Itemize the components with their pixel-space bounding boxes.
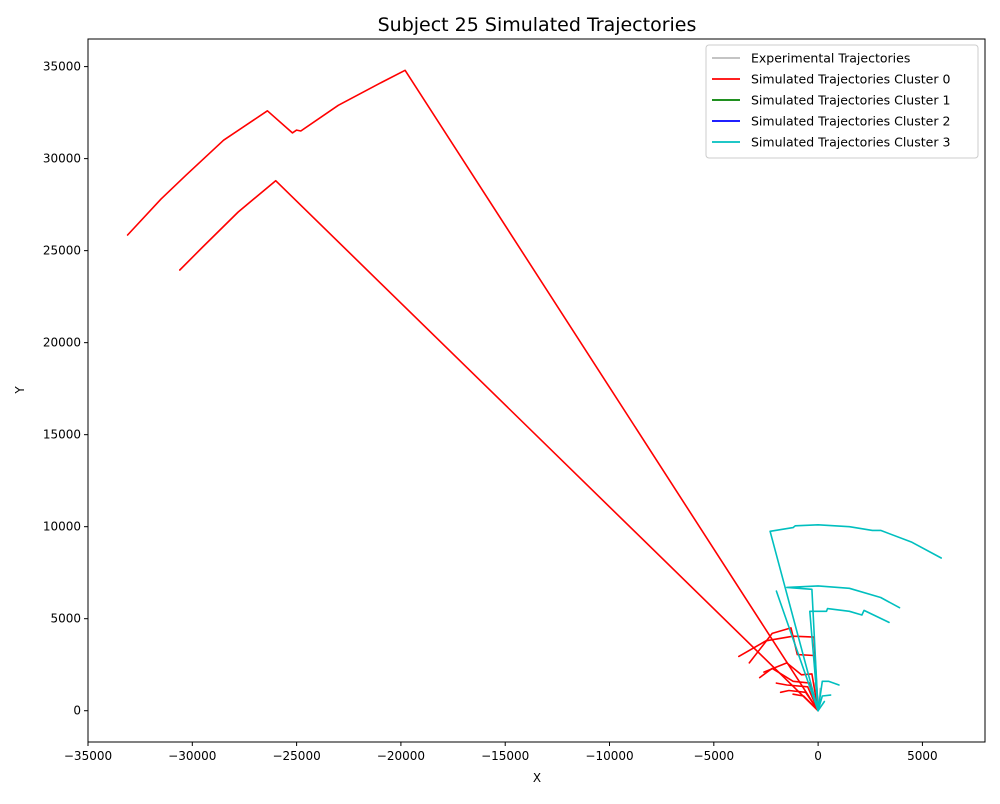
series-1-line-0 [126,69,819,712]
x-tick-label: −15000 [481,749,529,763]
y-tick-label: 0 [73,704,81,718]
series-4-line-2 [775,590,819,712]
y-tick-label: 25000 [43,244,81,258]
y-tick-label: 30000 [43,152,81,166]
x-tick-label: −5000 [694,749,735,763]
chart-title: Subject 25 Simulated Trajectories [378,14,697,36]
x-axis-label: X [533,771,541,785]
y-tick-label: 5000 [50,612,81,626]
x-tick-label: −35000 [64,749,112,763]
series-1-line-1 [179,179,819,712]
series-4-line-1 [785,585,901,712]
x-tick-label: −30000 [168,749,216,763]
series-4-line-3 [808,607,890,712]
series-1-line-7 [779,689,819,712]
plot-frame [87,38,986,743]
series-1-line-4 [763,662,819,712]
legend-label-3: Simulated Trajectories Cluster 2 [751,114,950,129]
series-4-line-5 [817,694,832,712]
series-4-line-0 [769,523,943,712]
legend-label-2: Simulated Trajectories Cluster 1 [751,93,950,108]
legend-label-4: Simulated Trajectories Cluster 3 [751,135,950,150]
y-tick-label: 35000 [43,60,81,74]
y-tick-label: 20000 [43,336,81,350]
x-tick-label: 5000 [907,749,938,763]
y-tick-label: 10000 [43,520,81,534]
axes: −35000 −30000 −25000 −20000 −15000 −10000 −500… [43,38,986,763]
series-4-line-6 [817,700,826,712]
legend-label-0: Experimental Trajectories [751,51,910,66]
series-1-line-8 [792,693,819,712]
legend-box [705,44,979,159]
x-tick-label: −20000 [377,749,425,763]
series-1-line-6 [775,682,819,712]
x-tick-label: −25000 [272,749,320,763]
y-tick-label: 15000 [43,428,81,442]
legend: Experimental Trajectories Simulated Traje… [705,44,979,159]
legend-label-1: Simulated Trajectories Cluster 0 [751,72,950,87]
x-tick-label: −10000 [585,749,633,763]
x-tick-label: 0 [814,749,822,763]
y-axis-label: Y [13,386,27,395]
series-4-line-4 [817,680,840,712]
